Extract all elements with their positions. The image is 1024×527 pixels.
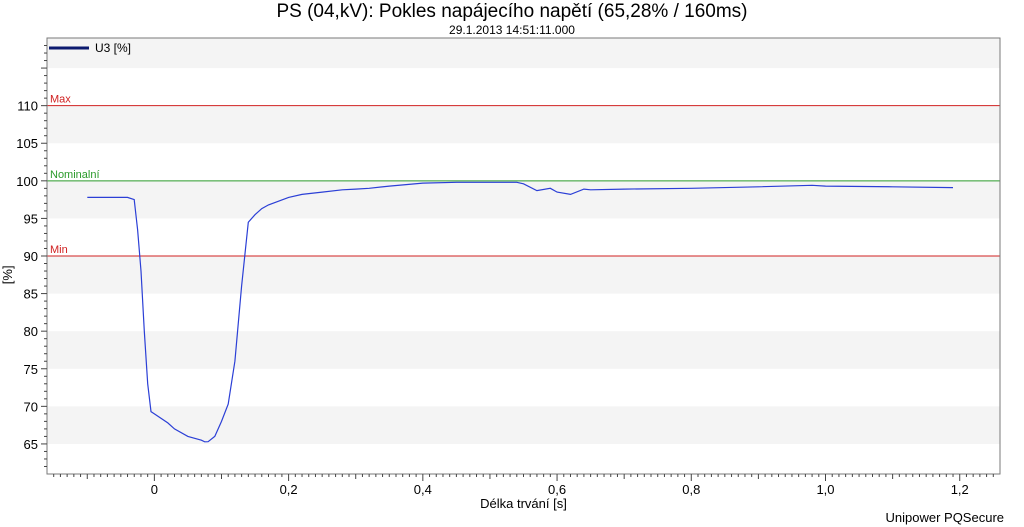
legend: U3 [%] (49, 41, 131, 55)
y-tick-label: 110 (17, 99, 38, 114)
legend-label: U3 [%] (95, 41, 131, 55)
reference-label-max: Max (50, 94, 71, 106)
grid-band (47, 406, 1000, 444)
y-tick-label: 105 (16, 136, 38, 151)
chart-title: PS (04,kV): Pokles napájecího napětí (65… (276, 1, 748, 22)
x-tick-label: 0,4 (414, 482, 432, 497)
grid-bands (47, 38, 1000, 474)
y-tick-label: 80 (24, 324, 38, 339)
x-tick-label: 1,2 (951, 482, 969, 497)
footer-brand: Unipower PQSecure (885, 510, 1005, 525)
grid-band (47, 180, 1000, 219)
x-tick-label: 0 (151, 482, 158, 497)
grid-band (47, 331, 1000, 369)
x-tick-label: 0,6 (548, 482, 566, 497)
chart-subtitle: 29.1.2013 14:51:11.000 (449, 23, 575, 37)
series-layer (87, 181, 954, 443)
reference-label-min: Min (50, 244, 68, 256)
y-tick-label: 70 (24, 399, 38, 414)
x-tick-label: 0,2 (280, 482, 298, 497)
grid-band (47, 256, 1000, 294)
y-tick-label: 95 (24, 211, 38, 226)
y-tick-label: 90 (24, 249, 38, 264)
y-tick-label: 85 (24, 287, 38, 302)
reference-label-nominalní: Nominalní (50, 169, 100, 181)
x-tick-label: 1,0 (816, 482, 834, 497)
y-axis-label: [%] (0, 265, 15, 284)
y-tick-label: 75 (24, 362, 38, 377)
series-line-u3 (87, 181, 954, 443)
x-tick-label: 0,8 (682, 482, 700, 497)
reference-lines: Max Nominalní Min (47, 94, 1000, 257)
x-axis-label: Délka trvání [s] (480, 496, 567, 511)
y-tick-label: 65 (24, 437, 38, 452)
grid-band (47, 38, 1000, 69)
grid-band (47, 105, 1000, 144)
y-tick-label: 100 (16, 174, 38, 189)
axes: 65 70 75 80 85 90 95 100 105 110 0 0,2 0,4 0,6 0,8 1,0 1… (0, 37, 1001, 511)
